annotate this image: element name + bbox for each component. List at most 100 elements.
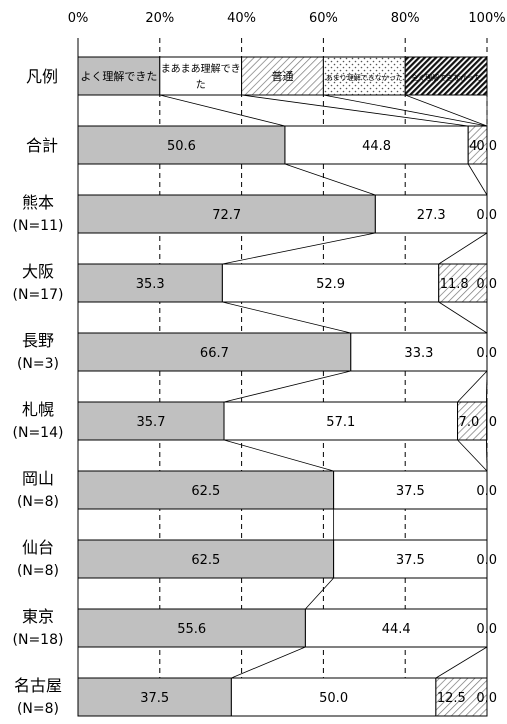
data-label: 72.7 [212, 208, 241, 223]
data-label: 0.0 [476, 139, 497, 154]
connector-line [222, 232, 376, 265]
category-label: 札幌 [22, 400, 54, 419]
category-count: (N=11) [13, 218, 64, 234]
data-label: 44.4 [382, 622, 411, 637]
x-tick-label: 40% [227, 11, 256, 26]
data-label: 0.0 [476, 208, 497, 223]
data-label: 0.0 [476, 622, 497, 637]
legend-label: 普通 [272, 69, 294, 83]
legend-row-label: 凡例 [26, 67, 58, 86]
data-label: 66.7 [200, 346, 229, 361]
data-label: 0.0 [476, 691, 497, 706]
data-label: 57.1 [326, 415, 355, 430]
bar-outline [77, 194, 488, 234]
data-label: 50.0 [319, 691, 348, 706]
data-label: 55.6 [177, 622, 206, 637]
legend-swatch [241, 56, 324, 96]
category-count: (N=3) [17, 356, 59, 372]
connector-line [241, 94, 469, 127]
category-label: 岡山 [22, 469, 54, 488]
connector-line [223, 370, 351, 403]
x-tick-label: 100% [468, 11, 505, 26]
data-label: .0 [485, 415, 497, 430]
bar-outline [77, 677, 488, 717]
bar-outline [77, 401, 488, 441]
category-count: (N=8) [17, 563, 59, 579]
bar-segment [223, 401, 459, 441]
data-label: 62.5 [191, 553, 220, 568]
data-label: 62.5 [191, 484, 220, 499]
data-label: 0.0 [476, 484, 497, 499]
legend-swatch [322, 56, 406, 96]
connector-line [222, 301, 351, 334]
data-label: 7.0 [459, 415, 480, 430]
data-label: 11.8 [440, 277, 469, 292]
connector-line [305, 577, 334, 610]
category-label: 大阪 [22, 262, 54, 281]
data-label: 35.3 [136, 277, 165, 292]
data-label: 50.6 [167, 139, 196, 154]
category-label: 名古屋 [14, 676, 62, 695]
bar-outline [77, 608, 488, 648]
data-label: 37.5 [396, 553, 425, 568]
bar-segment [350, 332, 488, 372]
category-count: (N=8) [17, 494, 59, 510]
bar-segment [333, 539, 488, 579]
legend-swatch [77, 56, 161, 96]
legend-swatch [404, 56, 488, 96]
bar-segment [374, 194, 488, 234]
data-label: 37.5 [396, 484, 425, 499]
connector-line [323, 94, 488, 127]
connector-line [435, 646, 488, 679]
legend-label: あまり理解できなかった [326, 73, 403, 82]
connector-line [284, 163, 376, 196]
data-label: 0.0 [476, 277, 497, 292]
data-label: 37.5 [140, 691, 169, 706]
connector-line [223, 439, 334, 472]
category-label: 熊本 [22, 193, 54, 212]
category-label: 長野 [22, 331, 54, 350]
connector-line [457, 370, 488, 403]
bar-outline [77, 263, 488, 303]
category-label: 仙台 [22, 538, 54, 557]
x-tick-label: 20% [145, 11, 174, 26]
category-count: (N=8) [17, 701, 59, 717]
bar-outline [77, 539, 488, 579]
connector-line [159, 94, 286, 127]
bar-segment [77, 125, 286, 165]
bar-segment [438, 263, 488, 303]
x-tick-label: 0% [68, 11, 89, 26]
data-label: 44.8 [362, 139, 391, 154]
legend-swatch [159, 56, 243, 96]
data-label: 33.3 [404, 346, 433, 361]
connector-line [457, 439, 488, 472]
category-count: (N=17) [13, 287, 64, 303]
data-label: 12.5 [437, 691, 466, 706]
x-tick-label: 60% [309, 11, 338, 26]
legend-label: まあまあ理解でき [161, 62, 241, 75]
legend-label-cont: た [196, 79, 206, 91]
bar-outline [77, 470, 488, 510]
bar-segment [435, 677, 488, 717]
category-label: 東京 [22, 607, 54, 626]
data-label: 35.7 [137, 415, 166, 430]
x-tick-label: 80% [391, 11, 420, 26]
data-label: 0.0 [476, 553, 497, 568]
data-label: 52.9 [316, 277, 345, 292]
bar-segment [77, 332, 352, 372]
bar-outline [77, 332, 488, 372]
connector-line [231, 646, 306, 679]
category-label: 合計 [26, 136, 58, 155]
data-label: 4 [469, 139, 477, 154]
bar-segment [77, 470, 335, 510]
connector-line [438, 232, 488, 265]
data-label: 27.3 [417, 208, 446, 223]
bars [77, 56, 488, 717]
category-count: (N=18) [13, 632, 64, 648]
connector-line [405, 94, 488, 127]
bar-outline [77, 125, 488, 165]
legend-label: 全く理解できなかった [411, 73, 481, 82]
bar-segment [221, 263, 440, 303]
